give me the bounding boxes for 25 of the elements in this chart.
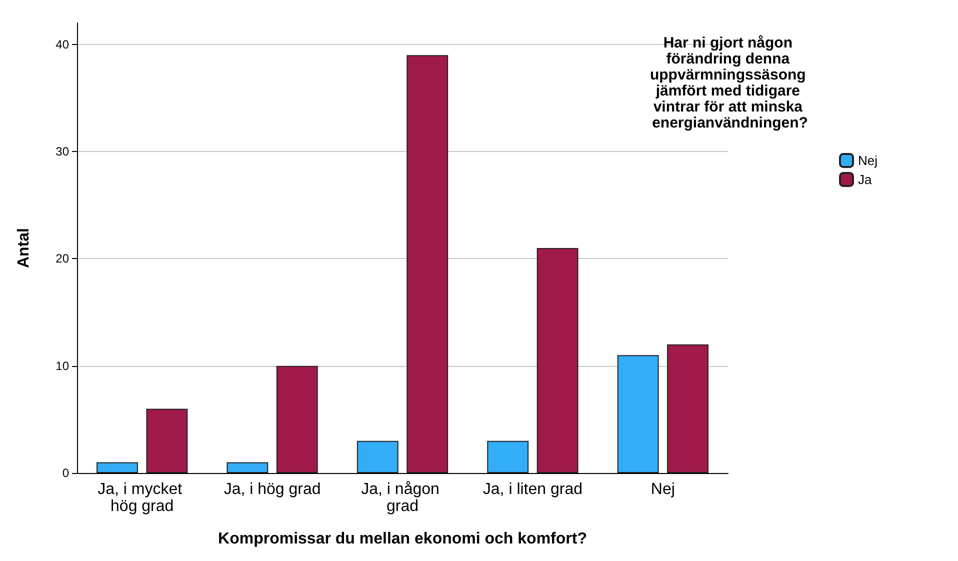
x-tick-label: Ja, i någon grad xyxy=(361,481,444,515)
bar xyxy=(617,355,659,473)
bar xyxy=(406,55,448,473)
bar xyxy=(356,440,398,473)
bar xyxy=(146,408,188,473)
bar xyxy=(487,440,529,473)
bar xyxy=(276,366,318,473)
bar xyxy=(536,248,578,473)
x-tick-label: Ja, i mycket hög grad xyxy=(98,481,187,515)
legend-label: Ja xyxy=(858,172,872,187)
bar xyxy=(226,462,268,473)
x-tick-label: Ja, i hög grad xyxy=(224,481,321,498)
x-tick-label: Nej xyxy=(650,481,675,498)
y-tick-label: 40 xyxy=(56,37,70,52)
legend-title: Har ni gjort någon förändring denna uppvärmningssäsong jämfört med tidigare vintrar för att minska energianvändningen? xyxy=(650,34,810,132)
legend-label: Nej xyxy=(858,153,878,168)
x-axis-title: Kompromissar du mellan ekonomi och komfort? xyxy=(218,530,587,548)
bar xyxy=(96,462,138,473)
bar xyxy=(667,344,708,473)
y-axis-title: Antal xyxy=(16,228,32,268)
y-tick-label: 0 xyxy=(62,466,70,480)
y-tick-label: 10 xyxy=(56,358,70,373)
x-tick-label: Ja, i liten grad xyxy=(482,481,583,498)
y-tick-label: 30 xyxy=(56,144,70,159)
y-tick-label: 20 xyxy=(56,252,70,266)
